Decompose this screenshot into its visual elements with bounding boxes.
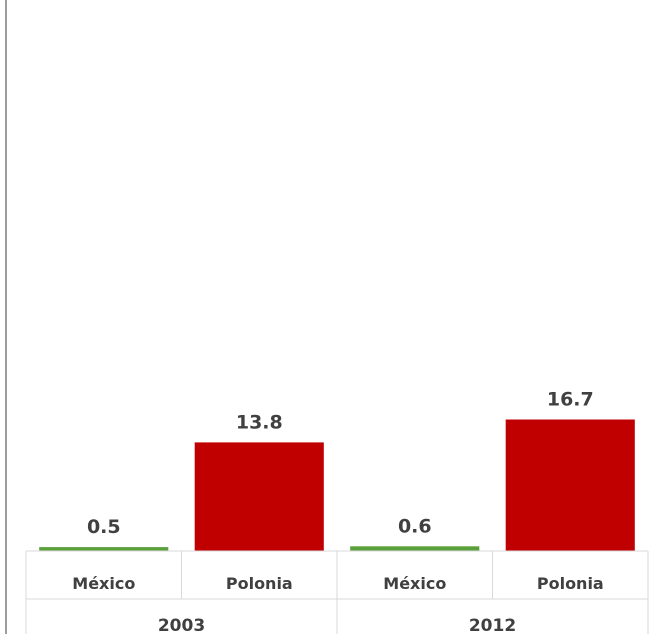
value-label: 13.8	[236, 411, 283, 433]
value-labels-layer: 0.5 13.8 0.6 16.7	[87, 389, 594, 539]
category-tick-label: México	[383, 574, 446, 593]
bar-2003-polonia	[194, 442, 324, 551]
bar-2012-polonia	[505, 419, 635, 551]
group-tick-label: 2012	[469, 616, 516, 634]
bar-2003-mexico	[39, 547, 169, 551]
bars-layer	[39, 419, 635, 551]
category-tick-label: Polonia	[226, 574, 293, 593]
category-tick-label: México	[72, 574, 135, 593]
value-label: 0.5	[87, 516, 121, 538]
value-label: 0.6	[398, 515, 432, 537]
category-tick-label: Polonia	[537, 574, 604, 593]
value-label: 16.7	[547, 389, 594, 411]
bar-2012-mexico	[350, 546, 480, 551]
group-tick-label: 2003	[158, 616, 205, 634]
category-axis: México Polonia 2003 México Polonia 2012	[25, 550, 649, 634]
